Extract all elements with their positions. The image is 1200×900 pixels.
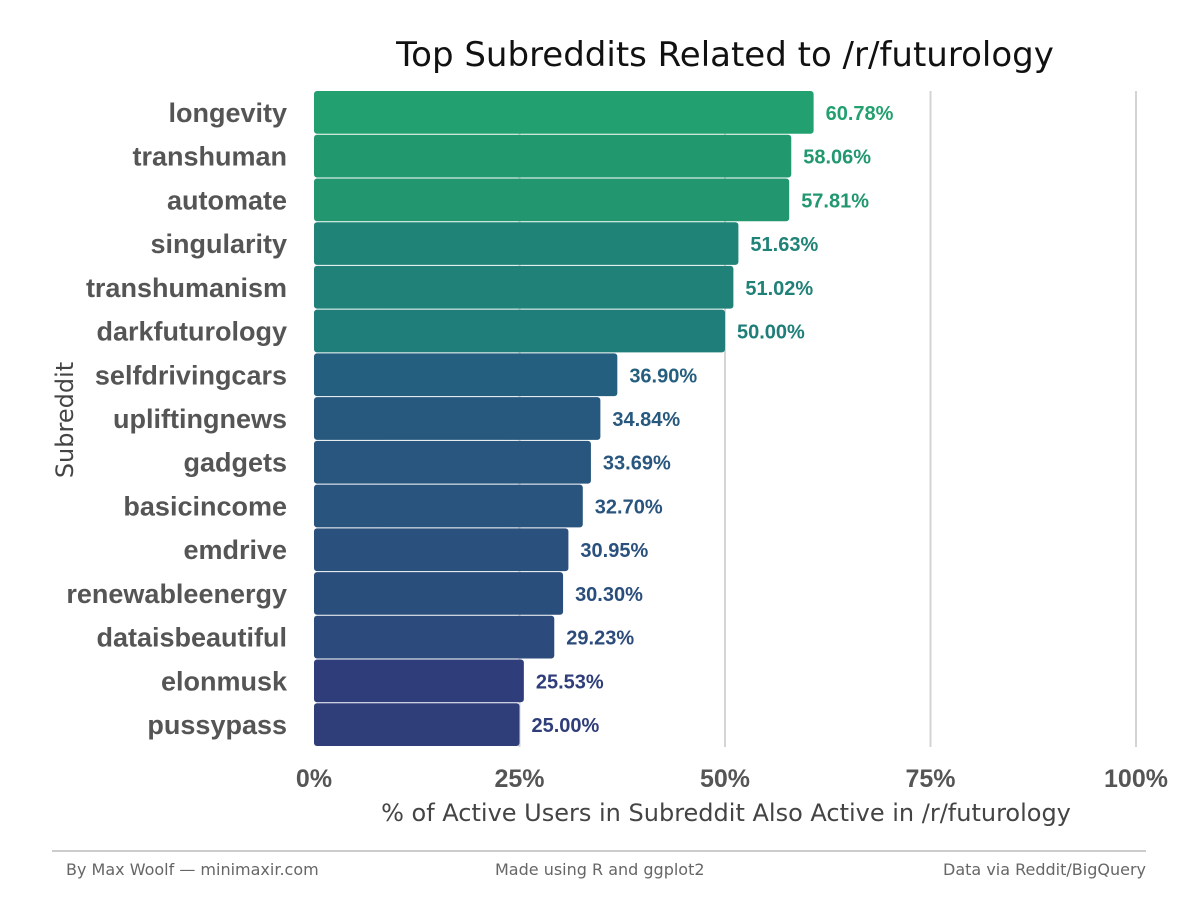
bar [314, 91, 814, 134]
category-label: automate [167, 185, 287, 215]
value-label: 57.81% [801, 190, 869, 212]
x-tick-label: 50% [700, 765, 750, 793]
category-label: gadgets [183, 448, 287, 478]
value-label: 25.00% [532, 715, 600, 737]
category-label: renewableenergy [66, 579, 287, 609]
category-label: singularity [150, 229, 287, 259]
value-label: 36.90% [629, 365, 697, 387]
x-tick-label: 100% [1104, 765, 1168, 793]
bar [314, 703, 520, 746]
x-tick-label: 0% [296, 765, 332, 793]
category-labels: longevity transhuman automate singularity tr… [66, 98, 288, 740]
x-tick-label: 25% [494, 765, 544, 793]
bar [314, 440, 591, 484]
category-label: selfdrivingcars [95, 360, 287, 390]
bar [314, 309, 725, 353]
footer-divider [52, 850, 1146, 852]
bar [314, 134, 792, 178]
category-label: basicincome [123, 491, 287, 521]
bars [314, 91, 814, 746]
value-label: 25.53% [536, 671, 604, 693]
value-label: 32.70% [595, 496, 663, 518]
value-label: 29.23% [566, 628, 634, 650]
category-label: pussypass [147, 710, 287, 740]
category-label: longevity [168, 98, 287, 128]
chart-title: Top Subreddits Related to /r/futurology [395, 35, 1054, 75]
value-label: 30.30% [575, 584, 643, 606]
bar [314, 397, 601, 440]
bar [314, 572, 564, 615]
value-label: 60.78% [826, 103, 894, 125]
value-label: 51.63% [750, 234, 818, 256]
category-label: transhumanism [86, 273, 287, 303]
value-label: 34.84% [612, 409, 680, 431]
bar [314, 615, 555, 659]
bar [314, 484, 583, 528]
category-label: elonmusk [161, 666, 288, 696]
category-label: upliftingnews [113, 404, 287, 434]
value-labels: 60.78% 58.06% 57.81% 51.63% 51.02% 50.00% 36.9… [532, 103, 894, 737]
footer-tools: Made using R and ggplot2 [495, 860, 705, 879]
footer-source: Data via Reddit/BigQuery [943, 860, 1146, 879]
bar [314, 659, 524, 703]
value-label: 30.95% [580, 540, 648, 562]
value-label: 51.02% [745, 278, 813, 300]
x-tick-labels: 0% 25% 50% 75% 100% [296, 765, 1168, 793]
value-label: 33.69% [603, 453, 671, 475]
bar [314, 178, 790, 222]
bar [314, 528, 569, 572]
x-tick-label: 75% [905, 765, 955, 793]
category-label: emdrive [183, 535, 287, 565]
category-label: dataisbeautiful [96, 623, 287, 653]
value-label: 50.00% [737, 322, 805, 344]
y-axis-label: Subreddit [51, 362, 79, 478]
value-label: 58.06% [803, 147, 871, 169]
category-label: darkfuturology [96, 317, 287, 347]
bar [314, 265, 734, 309]
category-label: transhuman [132, 142, 287, 172]
bar [314, 222, 739, 265]
x-axis-label: % of Active Users in Subreddit Also Acti… [381, 799, 1071, 827]
footer-author: By Max Woolf — minimaxir.com [66, 860, 319, 879]
bar [314, 353, 618, 397]
